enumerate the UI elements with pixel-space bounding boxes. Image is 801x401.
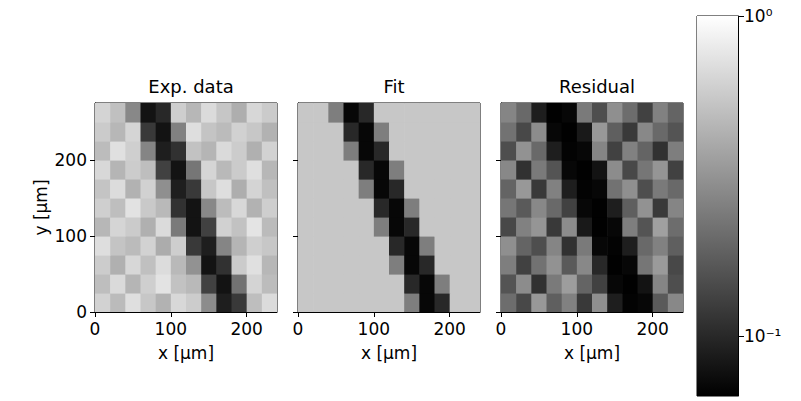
svg-text:200: 200 [230,319,262,339]
svg-text:Fit: Fit [383,76,404,97]
svg-text:Exp. data: Exp. data [148,76,233,97]
svg-text:Residual: Residual [559,76,635,97]
svg-text:x [µm]: x [µm] [361,343,417,363]
svg-text:0: 0 [90,319,101,339]
svg-text:0: 0 [496,319,507,339]
svg-text:0: 0 [76,302,87,322]
svg-text:x [µm]: x [µm] [158,343,214,363]
svg-text:x [µm]: x [µm] [564,343,620,363]
svg-text:10⁻¹: 10⁻¹ [744,326,781,346]
svg-text:100: 100 [55,226,87,246]
svg-text:0: 0 [293,319,304,339]
svg-text:10⁰: 10⁰ [744,6,773,26]
svg-text:200: 200 [55,150,87,170]
svg-text:200: 200 [636,319,668,339]
svg-text:200: 200 [433,319,465,339]
svg-text:100: 100 [358,319,390,339]
svg-text:100: 100 [561,319,593,339]
svg-text:y [µm]: y [µm] [31,179,51,235]
svg-text:100: 100 [155,319,187,339]
